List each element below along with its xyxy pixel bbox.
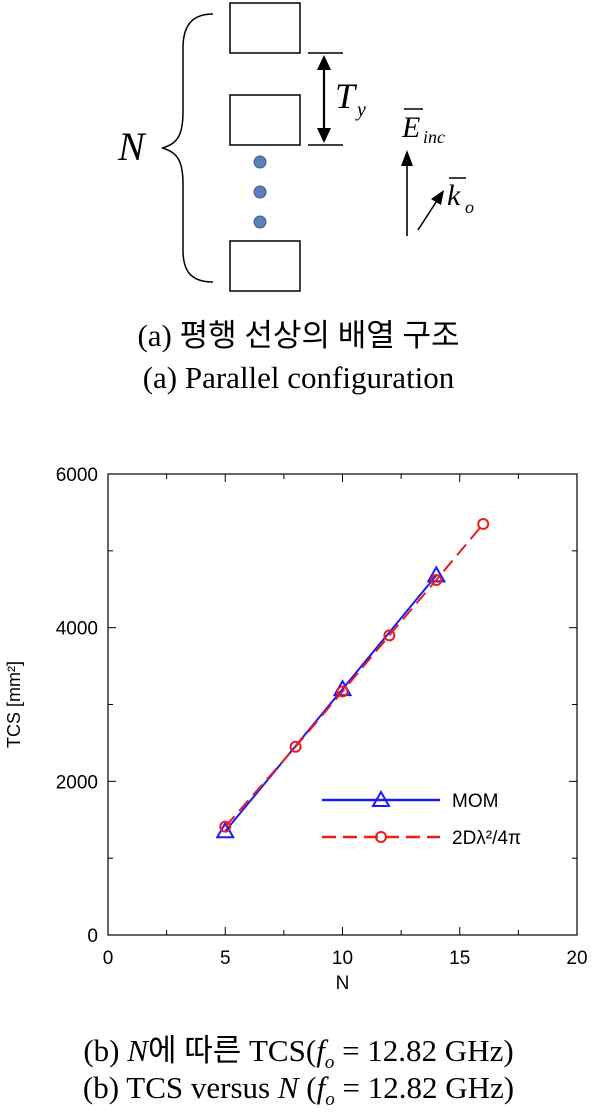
ty-subscript: y xyxy=(355,99,366,121)
ellipsis-dot xyxy=(253,185,267,199)
y-tick-label: 4000 xyxy=(56,619,98,640)
x-axis-label: N xyxy=(336,973,350,994)
k-subscript: o xyxy=(465,197,474,217)
caption-b-en-mid: ( xyxy=(298,1070,317,1105)
array-element-bottom xyxy=(229,240,301,292)
legend-marker-1 xyxy=(371,789,391,807)
y-tick-label: 0 xyxy=(87,926,98,947)
x-tick-label: 20 xyxy=(566,948,587,969)
ty-arrowhead-up xyxy=(317,55,331,70)
x-tick-label: 10 xyxy=(332,948,353,969)
legend-marker-2 xyxy=(375,831,387,843)
legend-label-1: MOM xyxy=(452,791,498,812)
series-point-2 xyxy=(336,685,349,698)
caption-a-english: (a) Parallel configuration xyxy=(142,360,455,395)
n-label: N xyxy=(117,124,147,169)
caption-b-ko-f: f xyxy=(316,1033,325,1068)
series-point-2 xyxy=(430,574,443,587)
caption-b-ko-n: N xyxy=(127,1033,148,1068)
caption-b-en-f: f xyxy=(316,1070,326,1105)
caption-b-ko-mid: 에 따른 TCS( xyxy=(147,1033,317,1068)
caption-b-en-prefix: (b) TCS versus xyxy=(82,1070,278,1105)
caption-b-ko-tail: = 12.82 GHz) xyxy=(334,1033,514,1068)
ellipsis-dot xyxy=(253,155,267,169)
configuration-diagram: N T y E inc k o xyxy=(117,2,474,292)
caption-b-ko-prefix: (b) xyxy=(83,1033,128,1068)
caption-b-en-fsub: o xyxy=(325,1089,335,1111)
k-label: k xyxy=(447,179,461,212)
series-point-2 xyxy=(219,820,232,833)
y-axis-label: TCS [mm²] xyxy=(4,661,24,748)
e-label: E xyxy=(401,111,420,144)
caption-b-english: (b) TCS versus N (fo = 12.82 GHz) xyxy=(0,1070,597,1111)
ellipsis-dot xyxy=(253,215,267,229)
y-tick-label: 6000 xyxy=(56,465,98,486)
series-line-1 xyxy=(224,574,438,832)
caption-b-ko-fsub: o xyxy=(324,1052,335,1074)
series-point-2 xyxy=(383,629,396,642)
series-line-2 xyxy=(224,523,484,828)
legend-label-2: 2Dλ²/4π xyxy=(452,828,521,849)
array-element-second xyxy=(229,94,301,146)
tcs-chart: 0 5 10 15 20 0 2000 4000 6000 N TCS [mm²] MOM 2Dλ²/… xyxy=(4,465,588,994)
caption-a-korean: (a) 평행 선상의 배열 구조 xyxy=(137,318,460,353)
ty-arrowhead-down xyxy=(317,128,331,143)
plot-frame xyxy=(107,473,578,936)
x-tick-label: 15 xyxy=(449,948,470,969)
caption-b-en-n: N xyxy=(277,1070,299,1105)
y-tick-label: 2000 xyxy=(56,772,98,793)
k-arrowhead xyxy=(431,190,444,205)
e-subscript: inc xyxy=(423,127,445,147)
array-element-top xyxy=(229,2,301,54)
e-arrowhead xyxy=(401,150,413,166)
series-point-2 xyxy=(289,740,302,753)
x-tick-label: 5 xyxy=(220,948,231,969)
series-point-2 xyxy=(477,517,490,530)
caption-b-korean: (b) N에 따른 TCS(fo = 12.82 GHz) xyxy=(0,1025,597,1074)
x-tick-label: 0 xyxy=(103,948,114,969)
n-brace xyxy=(161,13,214,283)
ty-label: T xyxy=(335,76,358,116)
caption-b-en-tail: = 12.82 GHz) xyxy=(334,1070,515,1105)
